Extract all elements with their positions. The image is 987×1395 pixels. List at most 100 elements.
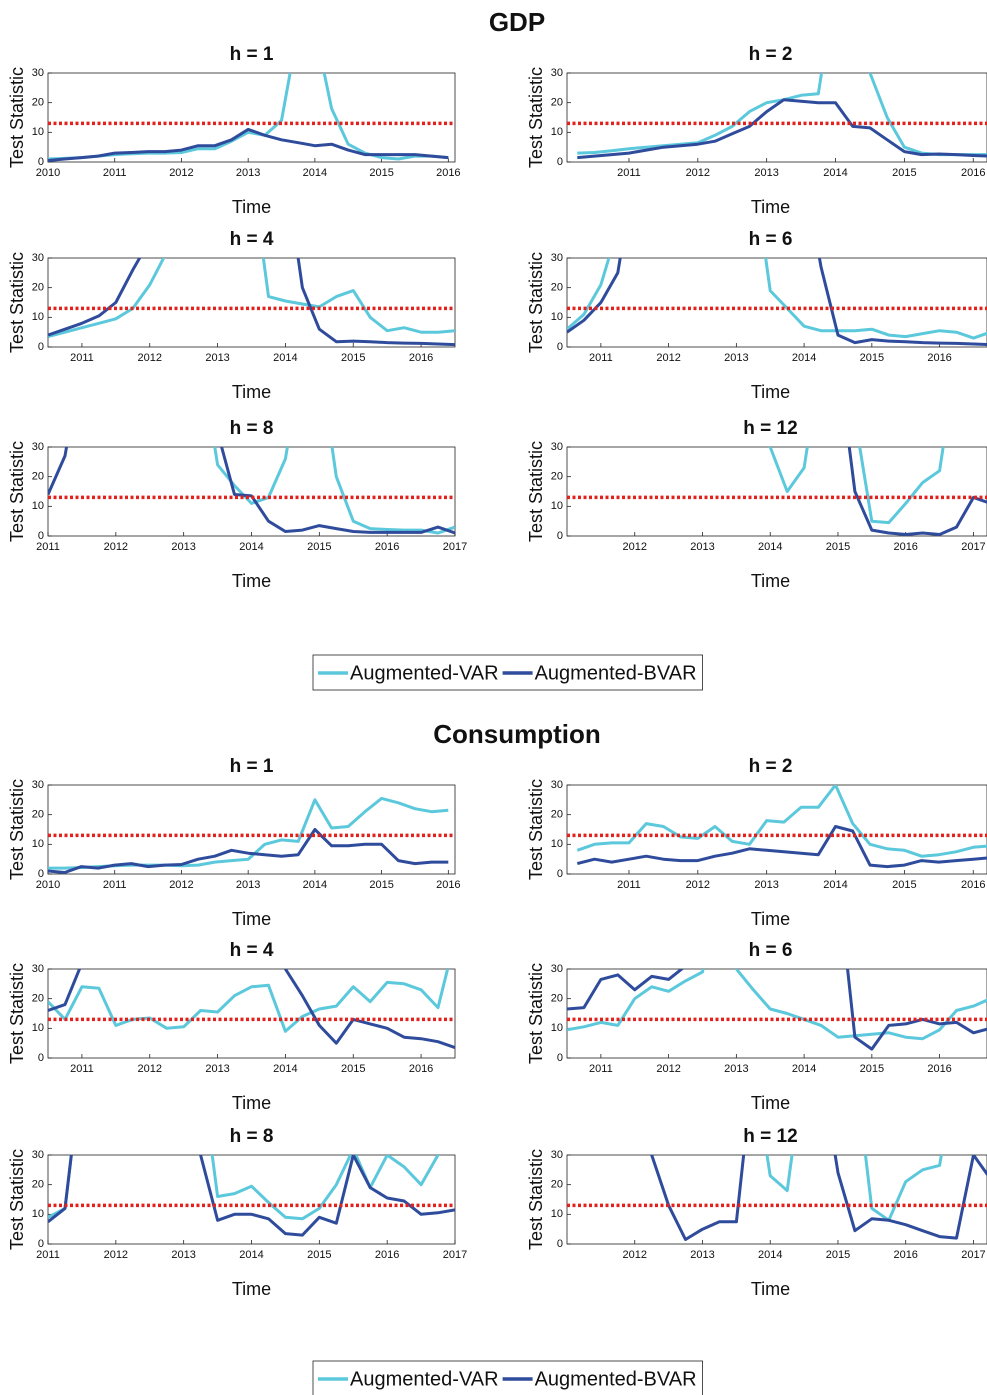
plot-frame	[47, 257, 456, 348]
chart-title: h = 12	[743, 418, 797, 439]
x-axis-label: Time	[751, 382, 790, 402]
y-axis-label: Test Statistic	[526, 441, 546, 542]
y-axis-label: Test Statistic	[7, 67, 27, 168]
x-tick-label: 2016	[409, 1063, 433, 1075]
x-axis-label: Time	[232, 571, 271, 591]
x-tick-label: 2011	[617, 879, 641, 891]
x-tick-label: 2016	[375, 1249, 399, 1261]
plot-area	[567, 258, 987, 346]
y-tick-label: 10	[32, 500, 44, 512]
plot-frame	[566, 257, 987, 348]
x-tick-label: 2011	[70, 1063, 94, 1075]
y-axis-label: Test Statistic	[526, 1149, 546, 1250]
x-tick-label: 2016	[375, 541, 399, 553]
x-tick-label: 2014	[303, 879, 327, 891]
plot-area	[48, 1155, 455, 1237]
plot-frame	[47, 446, 456, 537]
y-tick-label: 30	[551, 779, 563, 791]
y-tick-label: 0	[38, 1052, 44, 1064]
x-tick-label: 2016	[409, 352, 433, 364]
x-axis-label: Time	[751, 1279, 790, 1299]
y-axis-label: Test Statistic	[7, 1149, 27, 1250]
plot-area	[48, 969, 455, 1050]
x-tick-label: 2012	[686, 879, 710, 891]
plot-frame	[566, 446, 987, 537]
y-axis-label: Test Statistic	[7, 779, 27, 880]
y-tick-label: 30	[551, 441, 563, 453]
chart-title: h = 8	[230, 418, 274, 439]
chart-title: h = 12	[743, 1126, 797, 1147]
series-line	[765, 1155, 943, 1222]
x-tick-label: 2016	[436, 167, 460, 179]
legend-label: Augmented-VAR	[350, 662, 499, 684]
y-axis-label: Test Statistic	[526, 779, 546, 880]
y-tick-label: 10	[551, 311, 563, 323]
y-tick-label: 20	[32, 993, 44, 1005]
y-tick-label: 0	[38, 530, 44, 542]
x-tick-label: 2012	[138, 1063, 162, 1075]
x-axis-label: Time	[751, 571, 790, 591]
y-tick-label: 10	[551, 500, 563, 512]
y-tick-label: 20	[551, 282, 563, 294]
series-line	[576, 785, 987, 858]
y-tick-label: 30	[551, 963, 563, 975]
x-axis-label: Time	[232, 197, 271, 217]
y-tick-label: 0	[38, 1238, 44, 1250]
y-tick-label: 30	[551, 1149, 563, 1161]
x-tick-label: 2015	[307, 1249, 331, 1261]
plot-area	[567, 969, 987, 1051]
x-tick-label: 2011	[103, 879, 127, 891]
x-tick-label: 2014	[758, 541, 782, 553]
x-tick-label: 2015	[860, 352, 884, 364]
series-line	[48, 969, 450, 1033]
plot-area	[48, 447, 455, 535]
y-tick-label: 20	[551, 1179, 563, 1191]
chart-title: h = 1	[230, 756, 274, 777]
x-tick-label: 2014	[792, 352, 816, 364]
plot-frame	[47, 72, 456, 163]
y-tick-label: 10	[551, 126, 563, 138]
x-tick-label: 2013	[171, 541, 195, 553]
x-axis-label: Time	[751, 909, 790, 929]
y-tick-label: 20	[32, 809, 44, 821]
x-tick-label: 2013	[754, 167, 778, 179]
x-tick-label: 2012	[656, 352, 680, 364]
x-axis-label: Time	[232, 1279, 271, 1299]
x-tick-label: 2016	[961, 879, 985, 891]
y-axis-label: Test Statistic	[526, 67, 546, 168]
plot-area	[567, 785, 987, 869]
y-tick-label: 10	[32, 838, 44, 850]
y-tick-label: 10	[551, 1208, 563, 1220]
y-tick-label: 10	[32, 1208, 44, 1220]
series-line	[48, 828, 449, 874]
x-tick-label: 2012	[169, 167, 193, 179]
y-tick-label: 0	[38, 868, 44, 880]
x-tick-label: 2017	[961, 1249, 985, 1261]
x-tick-label: 2014	[303, 167, 327, 179]
x-tick-label: 2014	[792, 1063, 816, 1075]
section-title: Consumption	[433, 719, 601, 749]
legend: Augmented-VAR Augmented-BVAR	[312, 1360, 703, 1395]
x-axis-label: Time	[751, 197, 790, 217]
y-tick-label: 10	[32, 311, 44, 323]
y-tick-label: 10	[32, 1022, 44, 1034]
x-tick-label: 2013	[205, 352, 229, 364]
series-line	[847, 447, 987, 536]
series-line	[48, 1155, 440, 1221]
x-tick-label: 2011	[589, 1063, 613, 1075]
series-line	[768, 447, 945, 525]
x-tick-label: 2014	[239, 541, 263, 553]
y-tick-label: 30	[32, 963, 44, 975]
x-tick-label: 2017	[961, 541, 985, 553]
x-tick-label: 2016	[436, 879, 460, 891]
series-line	[567, 969, 987, 1041]
x-tick-label: 2013	[724, 352, 748, 364]
x-tick-label: 2017	[443, 541, 467, 553]
y-tick-label: 10	[551, 1022, 563, 1034]
x-tick-label: 2011	[617, 167, 641, 179]
x-tick-label: 2014	[758, 1249, 782, 1261]
y-tick-label: 30	[551, 252, 563, 264]
y-tick-label: 0	[557, 530, 563, 542]
x-tick-label: 2013	[754, 879, 778, 891]
